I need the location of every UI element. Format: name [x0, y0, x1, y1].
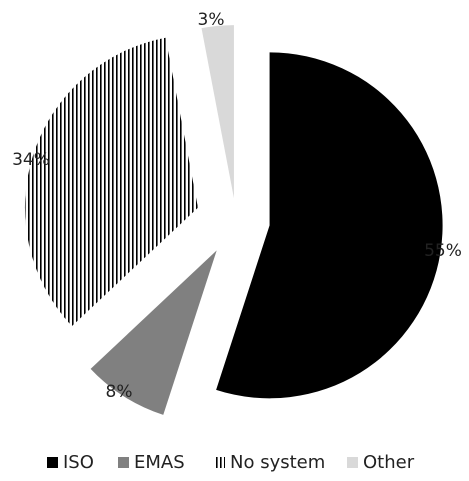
legend-swatch-emas [118, 457, 129, 468]
data-label-emas: 8% [106, 382, 133, 402]
legend-swatch-no-system [214, 457, 225, 468]
legend-item-emas: EMAS [118, 452, 185, 473]
legend-label-other: Other [363, 452, 415, 473]
slice-emas [90, 250, 217, 415]
legend-item-iso: ISO [47, 452, 94, 473]
legend-item-other: Other [347, 452, 415, 473]
legend-label-iso: ISO [63, 452, 94, 473]
slice-iso [216, 52, 443, 399]
legend-item-no-system: No system [214, 452, 325, 473]
data-label-no-system: 34% [12, 150, 50, 170]
legend-label-no-system: No system [230, 452, 325, 473]
legend-swatch-iso [47, 457, 58, 468]
slice-other [201, 25, 234, 199]
pie-slices [24, 25, 443, 415]
legend-label-emas: EMAS [134, 452, 185, 473]
data-label-other: 3% [198, 10, 225, 30]
data-labels: 55% 8% 34% 3% [12, 10, 462, 402]
slice-no-system [24, 37, 198, 327]
legend-swatch-other [347, 457, 358, 468]
data-label-iso: 55% [424, 241, 462, 261]
legend: ISO EMAS No system Other [47, 452, 415, 473]
